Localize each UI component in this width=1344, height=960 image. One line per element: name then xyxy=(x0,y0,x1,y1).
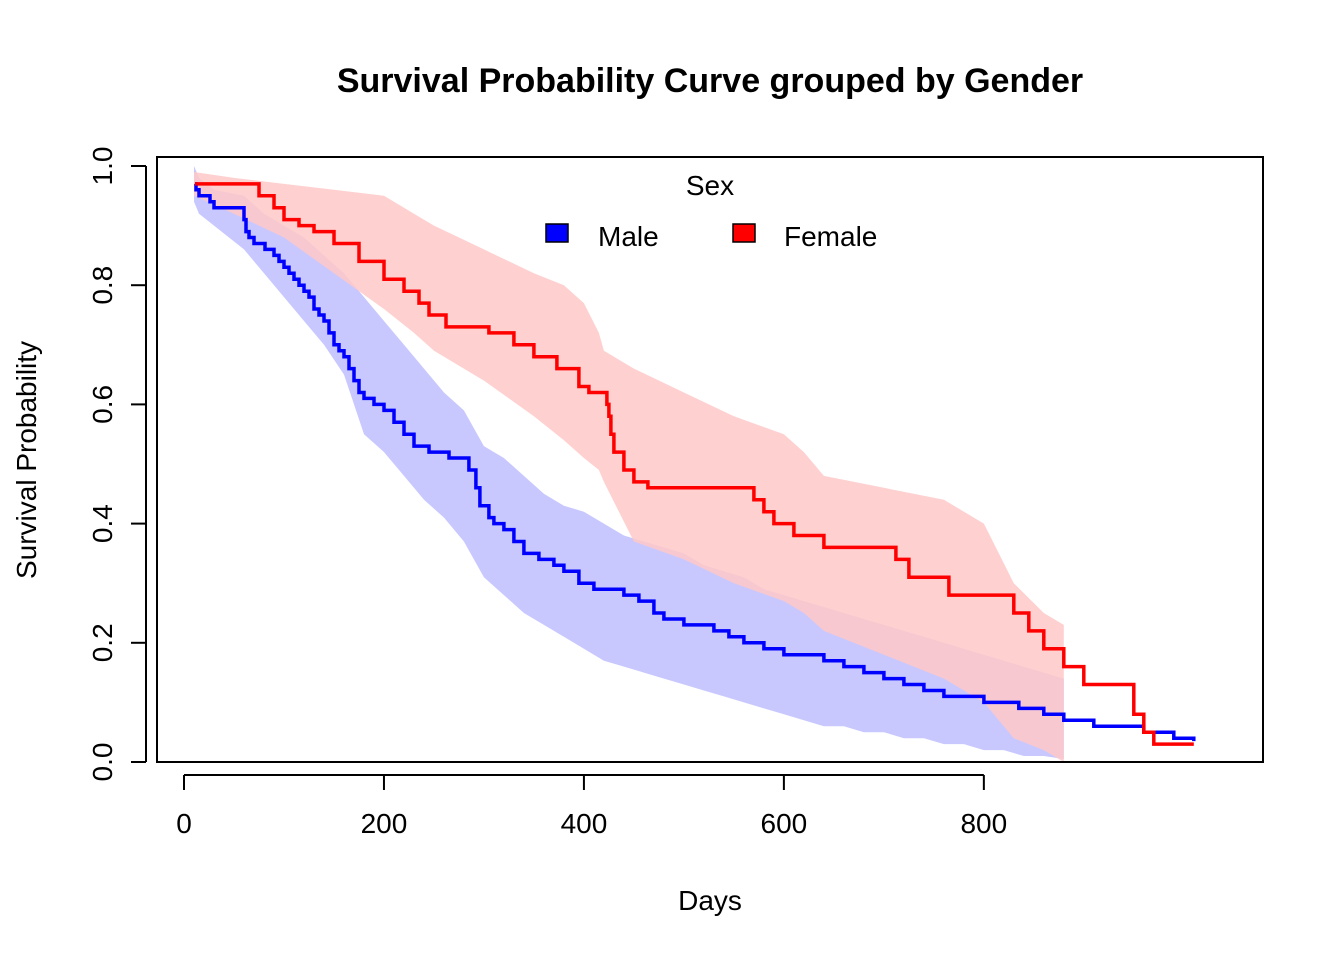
y-tick-label: 0.0 xyxy=(87,743,118,782)
y-tick-label: 0.8 xyxy=(87,266,118,305)
female-legend-label: Female xyxy=(784,221,877,252)
x-axis: 0 200 400 600 800 xyxy=(176,774,1007,839)
y-tick-label: 0.4 xyxy=(87,504,118,543)
female-legend-swatch xyxy=(732,223,756,243)
male-legend-swatch xyxy=(545,223,569,243)
confidence-bands xyxy=(194,166,1064,762)
x-tick-label: 200 xyxy=(361,808,408,839)
female-survival-curve xyxy=(195,182,1194,746)
legend: Sex Male Female xyxy=(545,170,877,252)
x-axis-label: Days xyxy=(678,885,742,916)
y-axis: 0.0 0.2 0.4 0.6 0.8 1.0 xyxy=(87,147,147,782)
x-tick-label: 0 xyxy=(176,808,192,839)
male-legend-label: Male xyxy=(598,221,659,252)
y-tick-label: 0.2 xyxy=(87,623,118,662)
y-axis-label: Survival Probability xyxy=(11,341,42,579)
female-confidence-band xyxy=(194,172,1064,762)
y-tick-label: 0.6 xyxy=(87,385,118,424)
male-survival-curve xyxy=(194,182,1196,742)
survival-curves xyxy=(194,182,1196,746)
x-tick-label: 400 xyxy=(561,808,608,839)
y-tick-label: 1.0 xyxy=(87,147,118,186)
plot-frame xyxy=(156,156,1264,763)
x-tick-label: 800 xyxy=(960,808,1007,839)
legend-title: Sex xyxy=(686,170,734,201)
chart-title: Survival Probability Curve grouped by Ge… xyxy=(337,62,1083,100)
x-tick-label: 600 xyxy=(761,808,808,839)
